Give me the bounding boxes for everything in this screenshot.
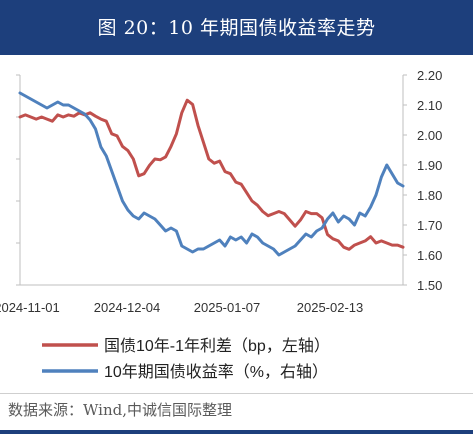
legend-label-yield: 10年期国债收益率（%，右轴） [104, 363, 328, 381]
right-tick-label: 2.00 [417, 128, 442, 143]
series-line-spread [18, 98, 405, 251]
x-tick-label: 2024-11-01 [0, 300, 60, 315]
right-tick-label: 2.20 [417, 68, 442, 83]
right-tick-label: 2.10 [417, 98, 442, 113]
divider [0, 393, 473, 394]
legend-label-spread: 国债10年-1年利差（bp，左轴） [104, 337, 330, 355]
x-tick-label: 2024-12-04 [94, 300, 161, 315]
series-line-yield [18, 91, 405, 257]
line-chart: 2.20 2.10 2.00 1.90 1.80 1.70 1.60 1.50 2024-11-… [0, 68, 442, 381]
right-tick-label: 1.70 [417, 218, 442, 233]
x-tick-label: 2025-02-13 [297, 300, 364, 315]
right-tick-label: 1.90 [417, 158, 442, 173]
source-note: 数据来源：Wind,中诚信国际整理 [8, 401, 232, 419]
bottom-rule [0, 430, 473, 434]
figure-title: 图 20：10 年期国债收益率走势 [97, 17, 376, 39]
right-tick-label: 1.80 [417, 188, 442, 203]
title-bar: 图 20：10 年期国债收益率走势 [0, 0, 473, 55]
x-tick-label: 2025-01-07 [194, 300, 261, 315]
chart-area: 2.20 2.10 2.00 1.90 1.80 1.70 1.60 1.50 2024-11-… [0, 55, 473, 395]
right-tick-label: 1.50 [417, 278, 442, 293]
right-tick-label: 1.60 [417, 248, 442, 263]
